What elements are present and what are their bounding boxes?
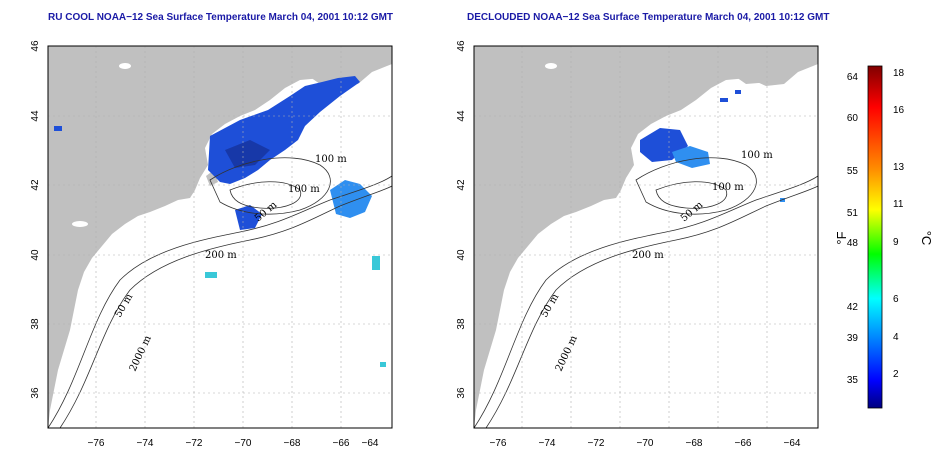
left-grid bbox=[48, 46, 392, 428]
right-contour-label: 100 m bbox=[712, 182, 744, 193]
x-tick: −70 bbox=[235, 438, 252, 449]
y-tick: 46 bbox=[456, 40, 467, 52]
fahrenheit-axis-label: °F bbox=[834, 231, 849, 244]
left-lake bbox=[72, 221, 88, 227]
right-land bbox=[474, 46, 818, 428]
c-tick: 18 bbox=[893, 68, 905, 79]
x-tick: −74 bbox=[137, 438, 154, 449]
f-tick: 60 bbox=[847, 113, 859, 124]
left-lake bbox=[119, 63, 131, 69]
x-tick: −64 bbox=[784, 438, 801, 449]
colorbar-fahrenheit-ticks: 64 60 55 51 48 42 39 35 bbox=[847, 72, 859, 386]
right-sst-patch bbox=[720, 98, 728, 102]
left-map-frame bbox=[47, 45, 393, 429]
c-tick: 4 bbox=[893, 332, 899, 343]
y-tick: 46 bbox=[30, 40, 41, 52]
right-sst-east bbox=[672, 146, 710, 168]
right-nova-scotia bbox=[726, 46, 818, 84]
c-tick: 6 bbox=[893, 294, 899, 305]
f-tick: 64 bbox=[847, 72, 859, 83]
left-sst-patch bbox=[380, 362, 386, 367]
left-land bbox=[48, 46, 392, 428]
right-sst-patch bbox=[735, 90, 741, 94]
x-tick: −72 bbox=[588, 438, 605, 449]
f-tick: 51 bbox=[847, 208, 859, 219]
left-panel-title: RU COOL NOAA−12 Sea Surface Temperature … bbox=[48, 12, 394, 23]
x-tick: −72 bbox=[186, 438, 203, 449]
c-tick: 11 bbox=[893, 199, 904, 210]
right-grid bbox=[474, 46, 818, 428]
y-tick: 36 bbox=[30, 387, 41, 399]
f-tick: 55 bbox=[847, 166, 859, 177]
right-contours bbox=[473, 157, 819, 429]
left-sst-patch bbox=[205, 272, 217, 278]
left-contours bbox=[47, 157, 393, 429]
y-tick: 42 bbox=[456, 179, 467, 191]
left-sst-patch bbox=[54, 126, 62, 131]
right-contour-label: 100 m bbox=[741, 150, 773, 161]
x-tick: −66 bbox=[333, 438, 350, 449]
y-tick: 44 bbox=[456, 110, 467, 122]
f-tick: 48 bbox=[847, 238, 859, 249]
y-tick: 40 bbox=[30, 249, 41, 261]
y-tick: 38 bbox=[456, 318, 467, 330]
y-tick: 36 bbox=[456, 387, 467, 399]
right-x-ticks: −76 −74 −72 −70 −68 −66 −64 bbox=[490, 438, 801, 449]
left-y-ticks: 46 44 42 40 38 36 bbox=[30, 40, 41, 399]
right-panel-title: DECLOUDED NOAA−12 Sea Surface Temperatur… bbox=[467, 12, 830, 23]
x-tick: −76 bbox=[490, 438, 507, 449]
colorbar-celsius-ticks: 18 16 13 11 9 6 4 2 bbox=[893, 68, 905, 380]
right-contour-label: 200 m bbox=[632, 250, 664, 261]
y-tick: 42 bbox=[30, 179, 41, 191]
left-x-ticks: −76 −74 −72 −70 −68 −66 −64 bbox=[88, 438, 379, 449]
right-map: 100 m 100 m 50 m 200 m 50 m 2000 m −76 −… bbox=[456, 40, 819, 449]
right-y-ticks: 46 44 42 40 38 36 bbox=[456, 40, 467, 399]
c-tick: 2 bbox=[893, 369, 899, 380]
left-map: 100 m 100 m 50 m 200 m 50 m 2000 m −76 −… bbox=[30, 40, 393, 449]
colorbar: 64 60 55 51 48 42 39 35 18 16 13 11 9 6 … bbox=[834, 65, 934, 409]
x-tick: −64 bbox=[362, 438, 379, 449]
x-tick: −74 bbox=[539, 438, 556, 449]
f-tick: 35 bbox=[847, 375, 859, 386]
left-contour-label: 100 m bbox=[315, 154, 347, 165]
x-tick: −76 bbox=[88, 438, 105, 449]
c-tick: 16 bbox=[893, 105, 905, 116]
x-tick: −68 bbox=[284, 438, 301, 449]
y-tick: 38 bbox=[30, 318, 41, 330]
f-tick: 39 bbox=[847, 333, 859, 344]
left-contour-label: 100 m bbox=[288, 184, 320, 195]
left-sst-main-shadow bbox=[225, 140, 270, 168]
x-tick: −70 bbox=[637, 438, 654, 449]
y-tick: 44 bbox=[30, 110, 41, 122]
f-tick: 42 bbox=[847, 302, 859, 313]
x-tick: −66 bbox=[735, 438, 752, 449]
celsius-axis-label: °C bbox=[919, 231, 934, 246]
x-tick: −68 bbox=[686, 438, 703, 449]
y-tick: 40 bbox=[456, 249, 467, 261]
right-lake bbox=[545, 63, 557, 69]
c-tick: 13 bbox=[893, 162, 905, 173]
left-sst-patch bbox=[372, 256, 380, 270]
left-nova-scotia bbox=[300, 46, 392, 84]
right-map-frame bbox=[473, 45, 819, 429]
c-tick: 9 bbox=[893, 237, 899, 248]
colorbar-bar bbox=[867, 65, 883, 409]
left-contour-label: 200 m bbox=[205, 250, 237, 261]
